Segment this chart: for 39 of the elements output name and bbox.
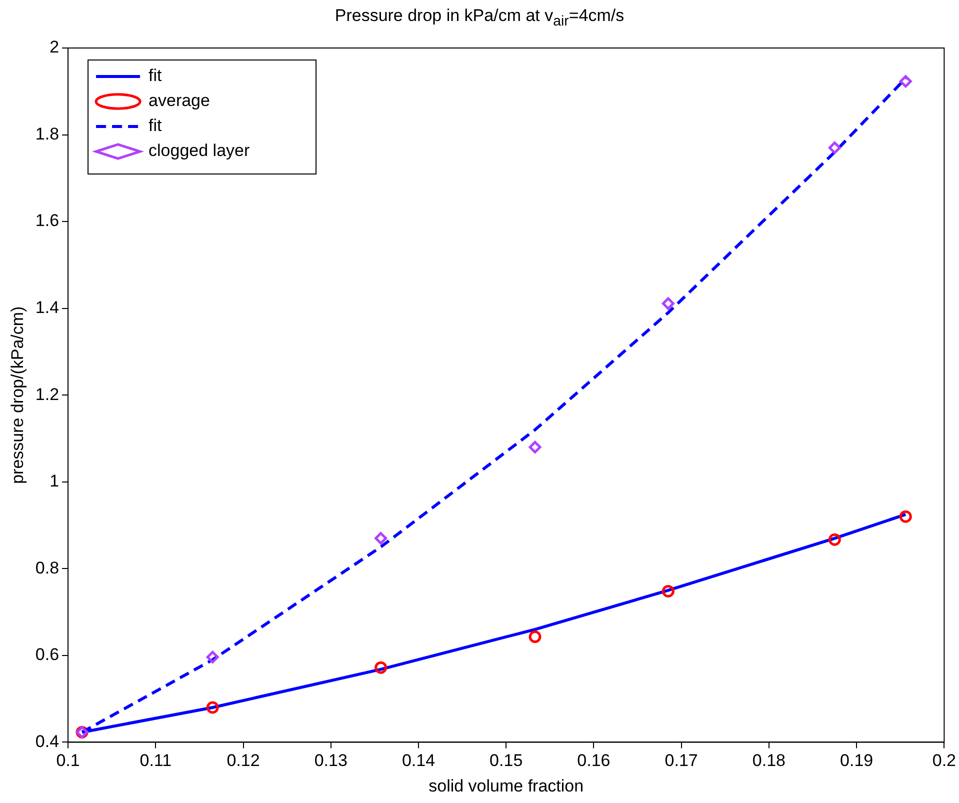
y-tick-label: 0.6 xyxy=(35,645,60,664)
x-tick-label: 0.14 xyxy=(402,751,436,770)
y-tick-label: 1.2 xyxy=(35,384,60,404)
point xyxy=(662,297,674,310)
x-tick-label: 0.1 xyxy=(56,751,80,770)
legend-label: average xyxy=(148,91,210,110)
x-tick-label: 0.15 xyxy=(490,751,523,770)
legend-label: clogged layer xyxy=(148,141,250,160)
legend-label: fit xyxy=(148,116,162,136)
point xyxy=(828,142,841,154)
legend-label: fit xyxy=(148,66,162,86)
point xyxy=(899,510,912,523)
y-axis-title: pressure drop/(kPa/cm) xyxy=(8,306,27,484)
x-tick-label: 0.19 xyxy=(840,751,874,770)
point xyxy=(828,533,841,546)
point xyxy=(899,75,912,88)
chart-title: Pressure drop in kPa/cm at v$_{air}$=4cm/s xyxy=(334,6,626,30)
point xyxy=(374,532,388,545)
y-tick-label: 0.4 xyxy=(35,732,60,751)
y-tick-label: 2 xyxy=(50,38,60,57)
point xyxy=(374,661,388,674)
point xyxy=(528,440,542,454)
x-tick-label: 0.11 xyxy=(140,751,172,770)
y-tick-label: 1.4 xyxy=(35,298,60,318)
point xyxy=(206,650,219,664)
x-tick-label: 0.18 xyxy=(752,751,786,770)
y-tick-label: 1.6 xyxy=(35,211,60,230)
x-tick-label: 0.13 xyxy=(314,751,348,770)
y-tick-label: 1.8 xyxy=(35,124,60,144)
y-tick-label: 0.8 xyxy=(35,558,60,578)
x-tick-label: 0.12 xyxy=(226,751,260,770)
x-tick-label: 0.2 xyxy=(932,751,956,770)
x-tick-label: 0.17 xyxy=(664,751,698,770)
x-tick-label: 0.16 xyxy=(577,751,610,770)
point xyxy=(206,701,219,714)
x-axis-title: solid volume fraction xyxy=(428,776,584,796)
point xyxy=(662,584,674,598)
y-tick-label: 1 xyxy=(50,472,60,491)
point xyxy=(528,630,542,644)
